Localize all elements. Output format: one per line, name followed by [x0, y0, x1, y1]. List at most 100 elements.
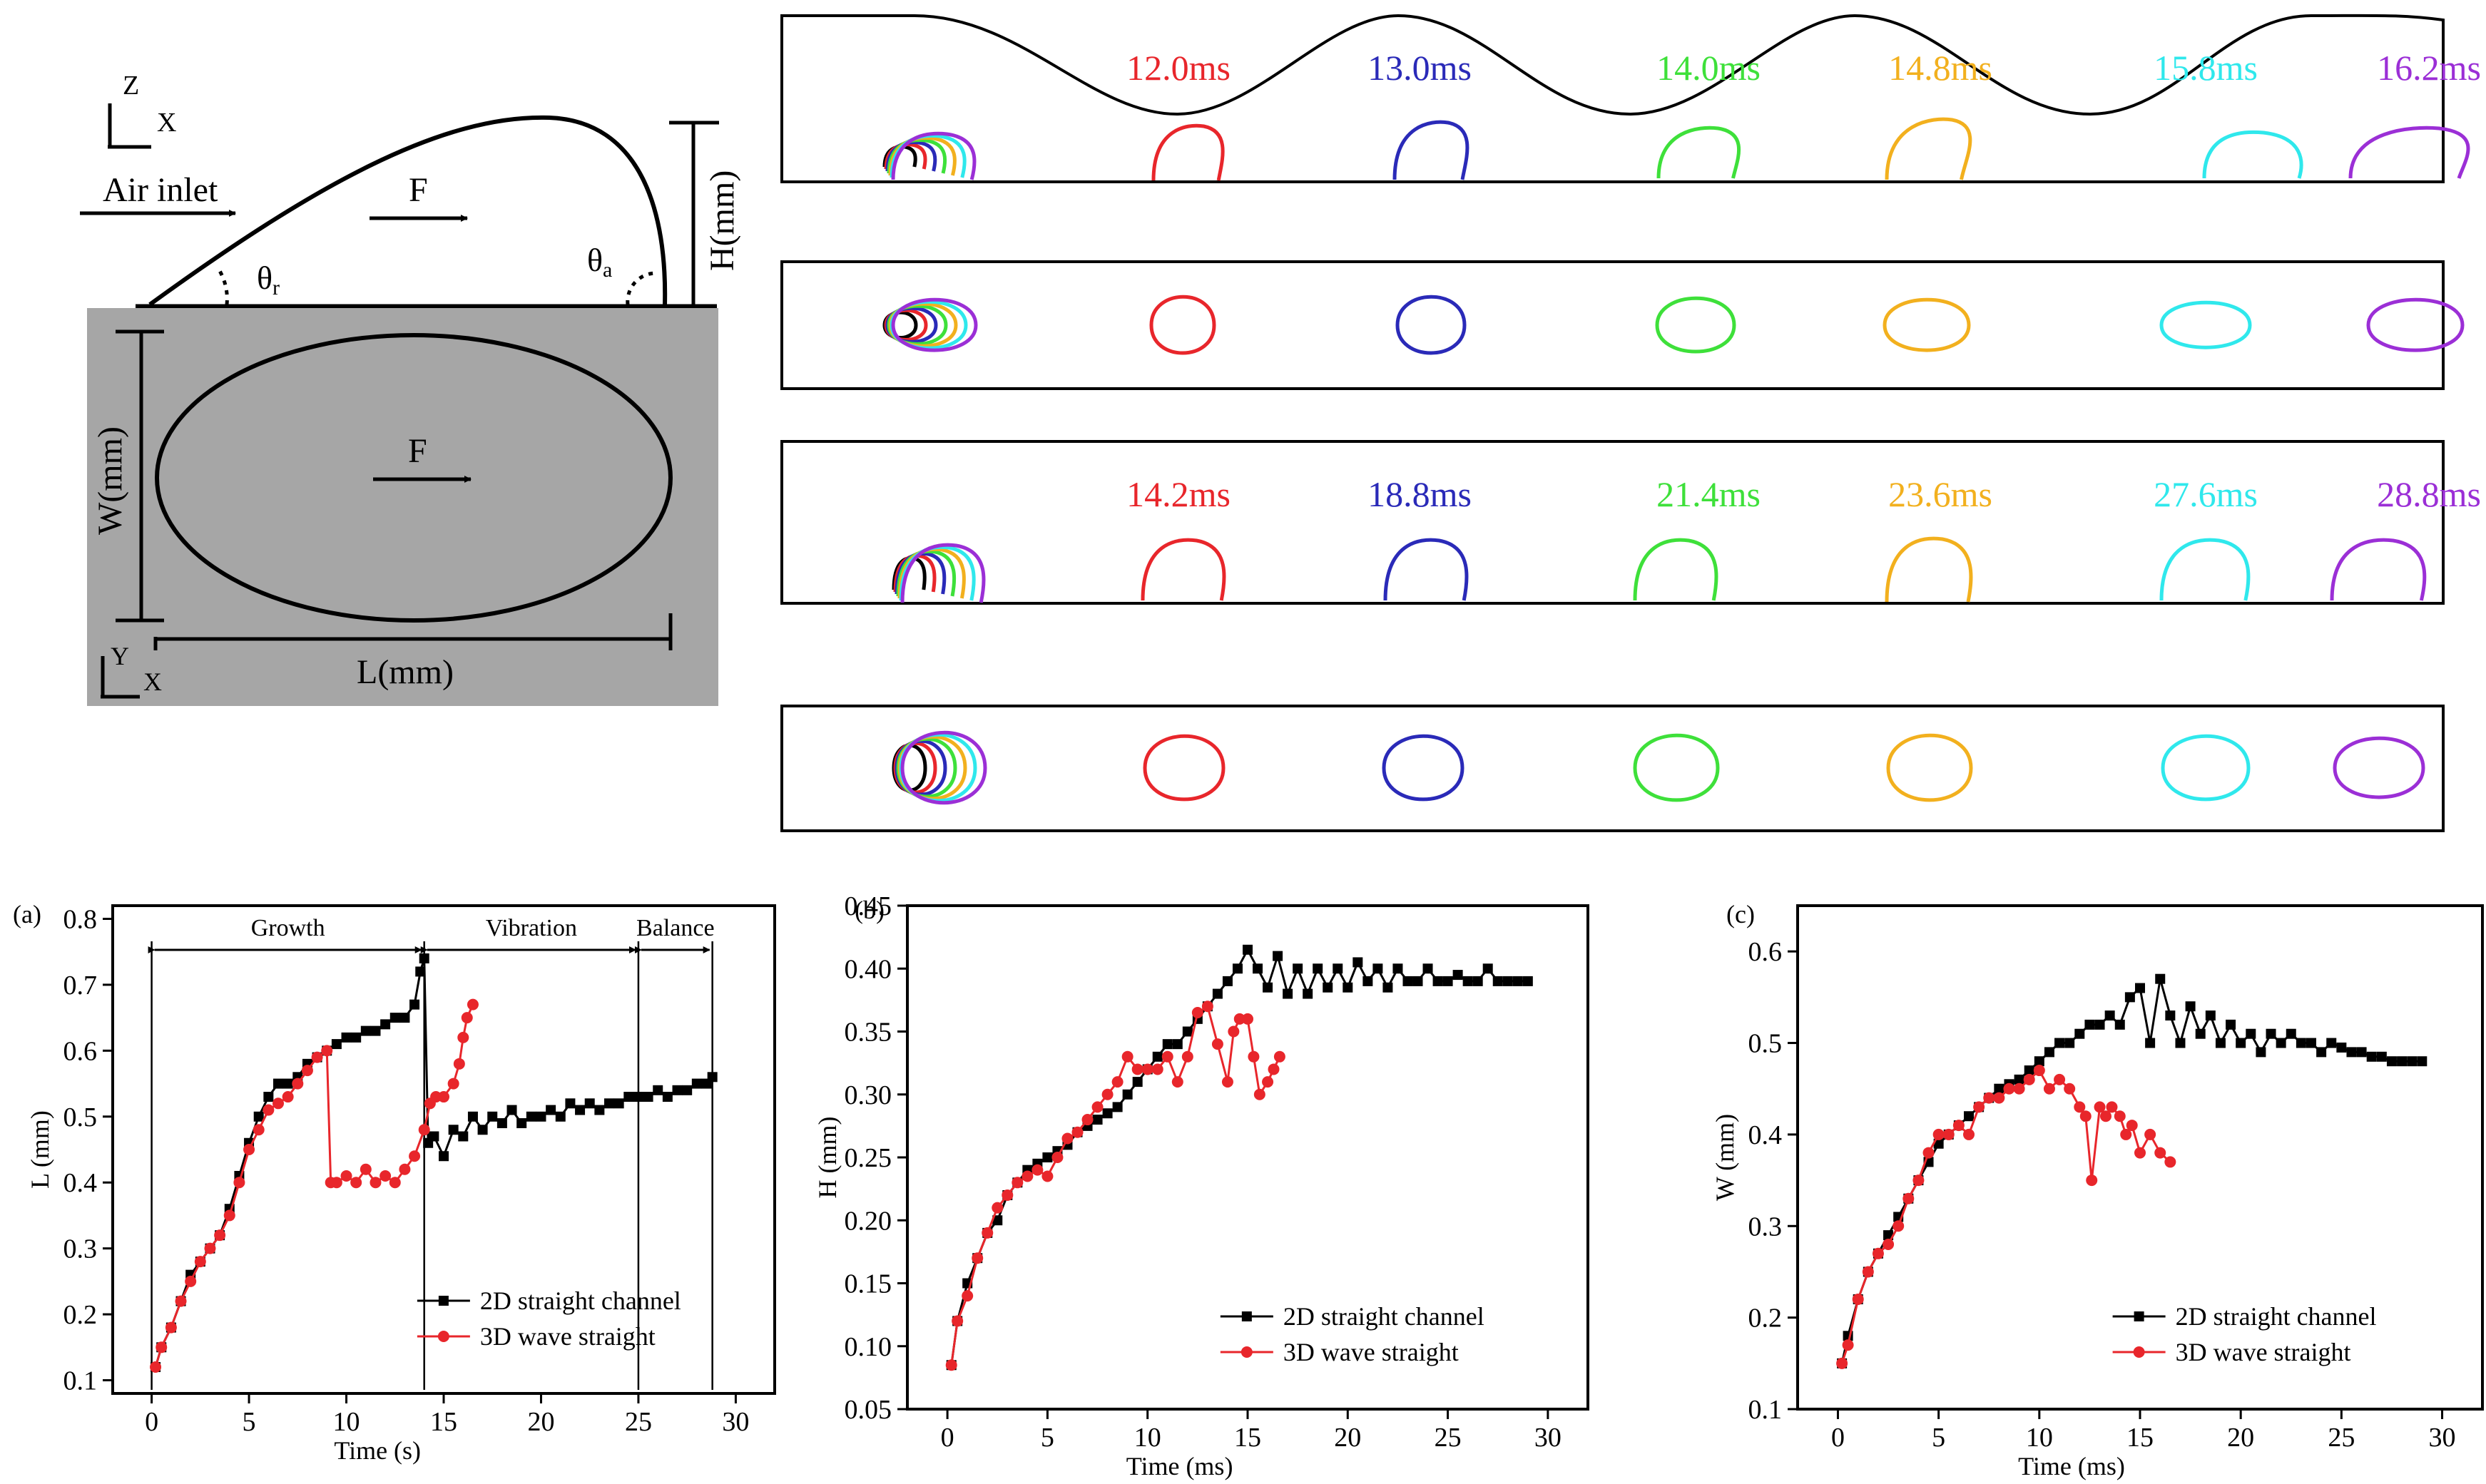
data-point [448, 1125, 459, 1135]
legend-swatch-marker [2133, 1346, 2145, 1358]
data-point [1071, 1126, 1084, 1138]
receding-angle-label: θr [257, 260, 280, 300]
data-point [594, 1105, 605, 1115]
data-point [418, 1124, 430, 1136]
panel-straight-top [780, 705, 2445, 832]
data-point [2024, 1065, 2034, 1076]
data-point [2084, 1019, 2095, 1030]
data-point [992, 1215, 1003, 1226]
x-tick-label: 25 [2328, 1423, 2355, 1453]
data-point [409, 999, 420, 1010]
data-point [2205, 1010, 2216, 1021]
data-point [360, 1163, 372, 1175]
data-point [243, 1144, 255, 1155]
data-point [672, 1085, 683, 1095]
data-point [2175, 1038, 2186, 1048]
data-point [1268, 1063, 1280, 1075]
snapshot-time-label: 12.0ms [1126, 48, 1231, 88]
legend-label: 2D straight channel [480, 1286, 681, 1315]
x-tick-label: 5 [243, 1407, 256, 1437]
data-point [1842, 1339, 1854, 1351]
x-tick-label: 15 [430, 1407, 457, 1437]
data-point [419, 953, 429, 963]
droplet-snapshot [891, 297, 978, 352]
y-tick-label: 0.4 [63, 1168, 98, 1198]
data-point [399, 1013, 410, 1023]
data-point [1161, 1050, 1173, 1063]
x-tick-label: 15 [2126, 1423, 2154, 1453]
data-point [1232, 963, 1243, 974]
x-tick-label: 15 [1234, 1423, 1261, 1453]
data-point [1041, 1170, 1054, 1182]
x-tick-label: 25 [1435, 1423, 1462, 1453]
data-point [1883, 1238, 1895, 1250]
data-point [2074, 1028, 2085, 1039]
data-point [1162, 1039, 1173, 1050]
data-point [2266, 1028, 2276, 1039]
data-point [379, 1170, 392, 1182]
data-point [453, 1058, 465, 1070]
data-point [1228, 1025, 1240, 1038]
data-point [633, 1092, 643, 1102]
data-point [2134, 1147, 2146, 1159]
data-point [2165, 1010, 2176, 1021]
length-label: L(mm) [357, 653, 454, 691]
panel-wave-top-frame [780, 260, 2445, 390]
data-point [1242, 1013, 1253, 1025]
droplet-side-profile [148, 115, 668, 307]
droplet-snapshot [1885, 117, 1972, 180]
data-point [2034, 1056, 2044, 1067]
data-point [1042, 1152, 1053, 1162]
data-point [350, 1177, 362, 1189]
data-point [457, 1031, 469, 1043]
data-point [1051, 1152, 1064, 1163]
data-point [165, 1321, 177, 1334]
panel-label: (a) [13, 900, 41, 928]
y-tick-label: 0.4 [1748, 1120, 1783, 1150]
snapshot-time-label: 15.8ms [2154, 48, 2258, 88]
data-point [1303, 988, 1313, 999]
y-tick-label: 0.35 [845, 1018, 892, 1048]
side-view-axes [108, 103, 151, 149]
y-tick-label: 0.6 [1748, 937, 1783, 967]
data-point [1253, 963, 1263, 974]
data-point [370, 1025, 381, 1036]
data-point [2185, 1001, 2196, 1012]
y-tick-label: 0.6 [63, 1036, 98, 1066]
x-tick-label: 30 [722, 1407, 749, 1437]
data-point [536, 1111, 546, 1122]
legend-label: 2D straight channel [2176, 1302, 2377, 1331]
snapshot-time-label: 18.8ms [1367, 474, 1472, 514]
top-view-background [87, 308, 718, 706]
data-point [2386, 1056, 2397, 1067]
data-point [2215, 1038, 2226, 1048]
data-point [2246, 1028, 2256, 1039]
data-point [1253, 1088, 1265, 1100]
data-point [1233, 1013, 1245, 1025]
droplet-snapshot [2348, 126, 2470, 179]
data-point [253, 1124, 265, 1136]
data-point [389, 1177, 401, 1189]
data-point [1248, 1050, 1260, 1063]
chart-a: 0 5 10 15 20 25 30 0.1 0.2 0.3 0.4 0.5 0.6 0.7 0.8 Time… [13, 900, 776, 1465]
snapshot-time-label: 27.6ms [2154, 474, 2258, 514]
data-point [1152, 1051, 1163, 1062]
data-point [2195, 1028, 2206, 1039]
data-point [1352, 957, 1363, 968]
x-tick-label: 25 [625, 1407, 652, 1437]
data-point [1273, 951, 1283, 961]
data-point [653, 1085, 663, 1095]
data-point [2316, 1047, 2327, 1058]
x-tick-label: 20 [1334, 1423, 1361, 1453]
data-point [1442, 976, 1453, 986]
wave-channel-outline [780, 14, 2445, 183]
droplet-snapshot [1151, 123, 1225, 181]
data-point [1191, 1007, 1203, 1019]
data-point [962, 1290, 974, 1302]
droplet-snapshot [2330, 538, 2427, 601]
length-dimension [153, 613, 673, 650]
data-point [150, 1361, 162, 1373]
data-point [2100, 1110, 2111, 1122]
data-point [2054, 1038, 2065, 1048]
data-point [2043, 1083, 2055, 1095]
